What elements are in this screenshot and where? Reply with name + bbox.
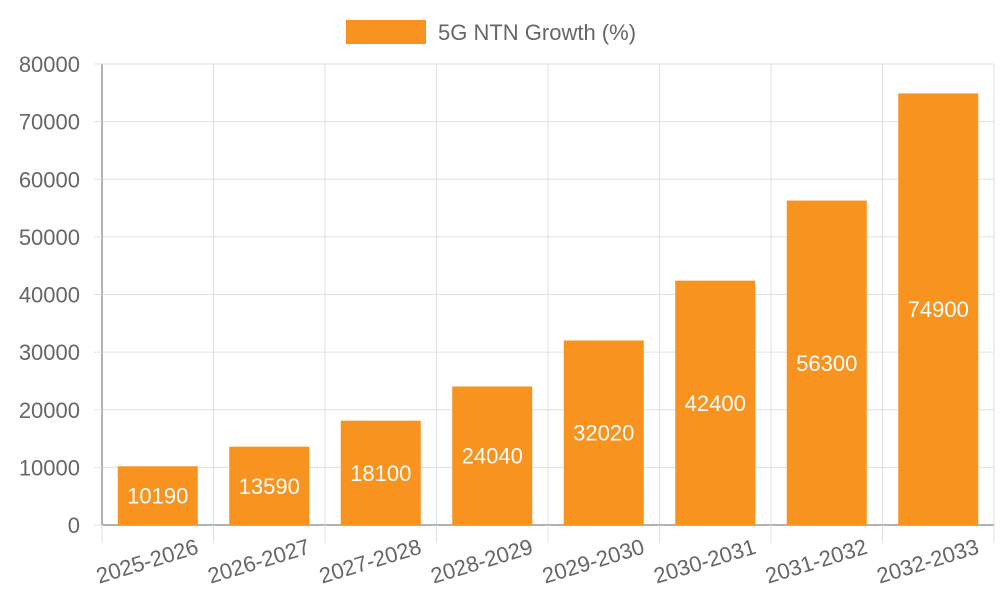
bars: 10190 13590 18100 24040 32020 42400 56300 74900 bbox=[117, 93, 979, 526]
legend-swatch[interactable] bbox=[346, 20, 426, 44]
x-tick-label: 2030-2031 bbox=[651, 534, 759, 589]
y-tick-label: 20000 bbox=[19, 398, 80, 423]
bar-2026-2027[interactable] bbox=[229, 446, 310, 525]
x-tick-label: 2027-2028 bbox=[316, 534, 424, 589]
bar-value-label: 10190 bbox=[127, 484, 188, 509]
bar-2030-2031[interactable] bbox=[675, 280, 756, 525]
x-tick-label: 2029-2030 bbox=[539, 534, 647, 589]
x-axis-ticks: 2025-2026 2026-2027 2027-2028 2028-2029 2029… bbox=[93, 525, 995, 589]
x-tick-label: 2032-2033 bbox=[874, 534, 982, 589]
bar-2025-2026[interactable] bbox=[117, 466, 198, 525]
y-tick-label: 70000 bbox=[19, 110, 80, 135]
x-tick-label: 2025-2026 bbox=[93, 534, 201, 589]
bar-2032-2033[interactable] bbox=[898, 93, 979, 526]
gridlines bbox=[102, 63, 995, 526]
bar-value-label: 13590 bbox=[239, 474, 300, 499]
y-tick-label: 80000 bbox=[19, 52, 80, 77]
y-tick-label: 30000 bbox=[19, 340, 80, 365]
bar-2031-2032[interactable] bbox=[786, 200, 867, 526]
bar-2029-2030[interactable] bbox=[563, 340, 644, 525]
bar-value-label: 18100 bbox=[350, 461, 411, 486]
bar-value-label: 32020 bbox=[573, 421, 634, 446]
y-tick-label: 0 bbox=[68, 513, 80, 538]
x-tick-label: 2026-2027 bbox=[205, 534, 313, 589]
y-tick-label: 50000 bbox=[19, 225, 80, 250]
y-tick-label: 10000 bbox=[19, 455, 80, 480]
x-tick-label: 2028-2029 bbox=[428, 534, 536, 589]
bar-2027-2028[interactable] bbox=[340, 420, 421, 525]
y-tick-label: 60000 bbox=[19, 167, 80, 192]
bar-value-label: 42400 bbox=[685, 391, 746, 416]
y-axis-ticks: 0 10000 20000 30000 40000 50000 60000 70000 8000… bbox=[19, 52, 102, 538]
legend-label[interactable]: 5G NTN Growth (%) bbox=[438, 20, 636, 45]
legend[interactable]: 5G NTN Growth (%) bbox=[346, 20, 636, 45]
bar-value-label: 74900 bbox=[908, 297, 969, 322]
y-tick-label: 40000 bbox=[19, 283, 80, 308]
bar-2028-2029[interactable] bbox=[452, 386, 533, 525]
bar-value-label: 56300 bbox=[796, 351, 857, 376]
bar-value-label: 24040 bbox=[462, 444, 523, 469]
x-tick-label: 2031-2032 bbox=[762, 534, 870, 589]
